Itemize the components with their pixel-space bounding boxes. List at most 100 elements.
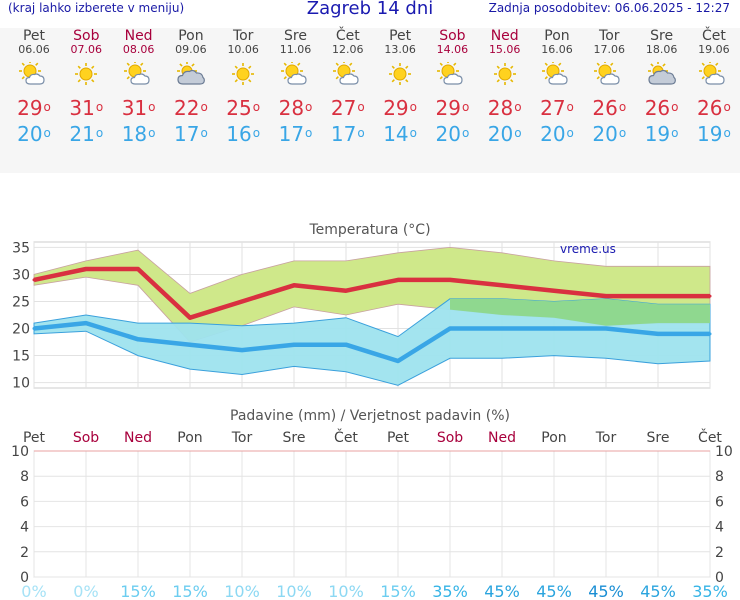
y-tick-label-right: 10 — [715, 444, 733, 460]
day-date: 11.06 — [279, 43, 312, 56]
tmin-line-point — [344, 343, 348, 347]
tmin-line-point — [84, 321, 88, 325]
tmin-line-point — [500, 327, 504, 331]
degree-symbol: o — [43, 126, 51, 140]
precip-probability-label: 10% — [224, 582, 260, 600]
tmin-line — [33, 320, 710, 364]
day-column: Sre 18.06 26o 19o — [636, 28, 688, 146]
day-date: 09.06 — [175, 43, 207, 56]
x-tick-label: Sre — [647, 430, 670, 446]
day-column: Pon 09.06 22o 17o — [165, 28, 217, 146]
tmin-line-point — [136, 337, 140, 341]
partly-cloudy-icon — [270, 60, 322, 90]
degree-symbol: o — [95, 126, 104, 140]
degree-symbol: o — [252, 100, 261, 114]
day-tmin: 20o — [487, 122, 522, 146]
day-tmin: 17o — [173, 122, 208, 146]
degree-symbol: o — [305, 126, 313, 140]
day-name: Pon — [544, 28, 570, 44]
tmin-line-point — [604, 327, 608, 331]
tmax-line-point — [292, 283, 296, 287]
y-tick-label-left: 6 — [20, 494, 29, 510]
tmax-line-point — [396, 278, 400, 282]
cloudy-icon — [165, 61, 217, 90]
tmin-line-point — [448, 327, 452, 331]
last-update: Zadnja posodobitev: 06.06.2025 - 12:27 — [488, 1, 730, 15]
day-name: Pet — [22, 28, 46, 44]
day-tmax: 28o — [487, 96, 522, 120]
tmax-line-point — [84, 267, 88, 271]
y-tick-label: 15 — [12, 349, 30, 365]
tmax-line-point — [552, 289, 556, 293]
precip-probability-label: 0% — [21, 582, 46, 600]
day-date: 07.06 — [70, 43, 103, 56]
day-date: 08.06 — [122, 43, 155, 56]
degree-symbol: o — [514, 126, 522, 140]
day-name: Tor — [599, 28, 620, 44]
degree-symbol: o — [200, 126, 208, 140]
degree-symbol: o — [514, 100, 522, 114]
precip-probability-label: 35% — [432, 582, 468, 600]
precip-probability-label: 10% — [276, 582, 312, 600]
day-tmax: 29o — [435, 96, 470, 120]
day-tmin: 17o — [330, 122, 365, 146]
x-tick-label: Pet — [23, 430, 46, 446]
day-tmin: 19o — [696, 122, 731, 146]
day-date: 13.06 — [384, 43, 416, 56]
plot-area — [33, 450, 711, 578]
precip-probability-label: 0% — [73, 582, 98, 600]
day-date: 16.06 — [541, 43, 573, 56]
precip-probability-label: 45% — [588, 582, 624, 600]
degree-symbol: o — [566, 126, 574, 140]
degree-symbol: o — [148, 100, 156, 114]
day-date: 19.06 — [698, 43, 730, 56]
day-name: Pet — [389, 28, 412, 44]
day-column: Sob 14.06 29o 20o — [426, 28, 478, 146]
day-tmin: 18o — [121, 122, 156, 146]
day-tmax: 31o — [69, 96, 104, 120]
tmax-line-point — [656, 294, 660, 298]
degree-symbol: o — [305, 100, 313, 114]
temperature-chart-title: Temperatura (°C) — [308, 222, 430, 238]
x-tick-label: Ned — [124, 430, 152, 446]
degree-symbol: o — [461, 100, 470, 114]
degree-symbol: o — [252, 126, 261, 140]
day-tmax: 28o — [278, 96, 313, 120]
day-tmax: 26o — [696, 96, 731, 120]
precipitation-chart: Padavine (mm) / Verjetnost padavin (%) Pe… — [11, 408, 733, 600]
degree-symbol: o — [566, 100, 574, 114]
band-overlap — [450, 298, 710, 326]
tmax-line-point — [188, 316, 192, 320]
page-title: Zagreb 14 dni — [306, 0, 434, 19]
x-tick-label: Pet — [387, 430, 410, 446]
day-name: Čet — [335, 28, 360, 44]
x-tick-label: Sob — [437, 430, 463, 446]
day-name: Ned — [490, 28, 519, 44]
x-tick-label: Tor — [595, 430, 617, 446]
degree-symbol: o — [409, 100, 417, 114]
degree-symbol: o — [461, 126, 470, 140]
day-date: 12.06 — [332, 43, 364, 56]
day-column: Sob 07.06 31o 21o — [60, 28, 112, 146]
cloudy-icon — [636, 61, 688, 90]
x-tick-label: Čet — [334, 428, 358, 446]
y-tick-label: 30 — [12, 267, 30, 283]
day-column: Sre 11.06 28o 17o — [270, 28, 322, 146]
day-column: Čet 12.06 27o 17o — [322, 28, 374, 146]
sun-icon — [479, 62, 531, 90]
tmin-line-point — [292, 343, 296, 347]
day-date: 17.06 — [593, 43, 626, 56]
degree-symbol: o — [723, 126, 731, 140]
y-tick-label-right: 0 — [715, 570, 724, 586]
precip-probability-label: 45% — [484, 582, 520, 600]
degree-symbol: o — [200, 100, 208, 114]
sun-icon — [60, 62, 112, 90]
day-tmin: 19o — [644, 122, 679, 146]
tmin-line-point — [188, 343, 192, 347]
day-tmax: 22o — [173, 96, 208, 120]
day-tmin: 14o — [383, 122, 417, 146]
degree-symbol: o — [723, 100, 731, 114]
location-menu-hint[interactable]: (kraj lahko izberete v meniju) — [8, 1, 185, 15]
day-column: Pon 16.06 27o 20o — [531, 28, 583, 146]
tmax-line-point — [500, 283, 504, 287]
